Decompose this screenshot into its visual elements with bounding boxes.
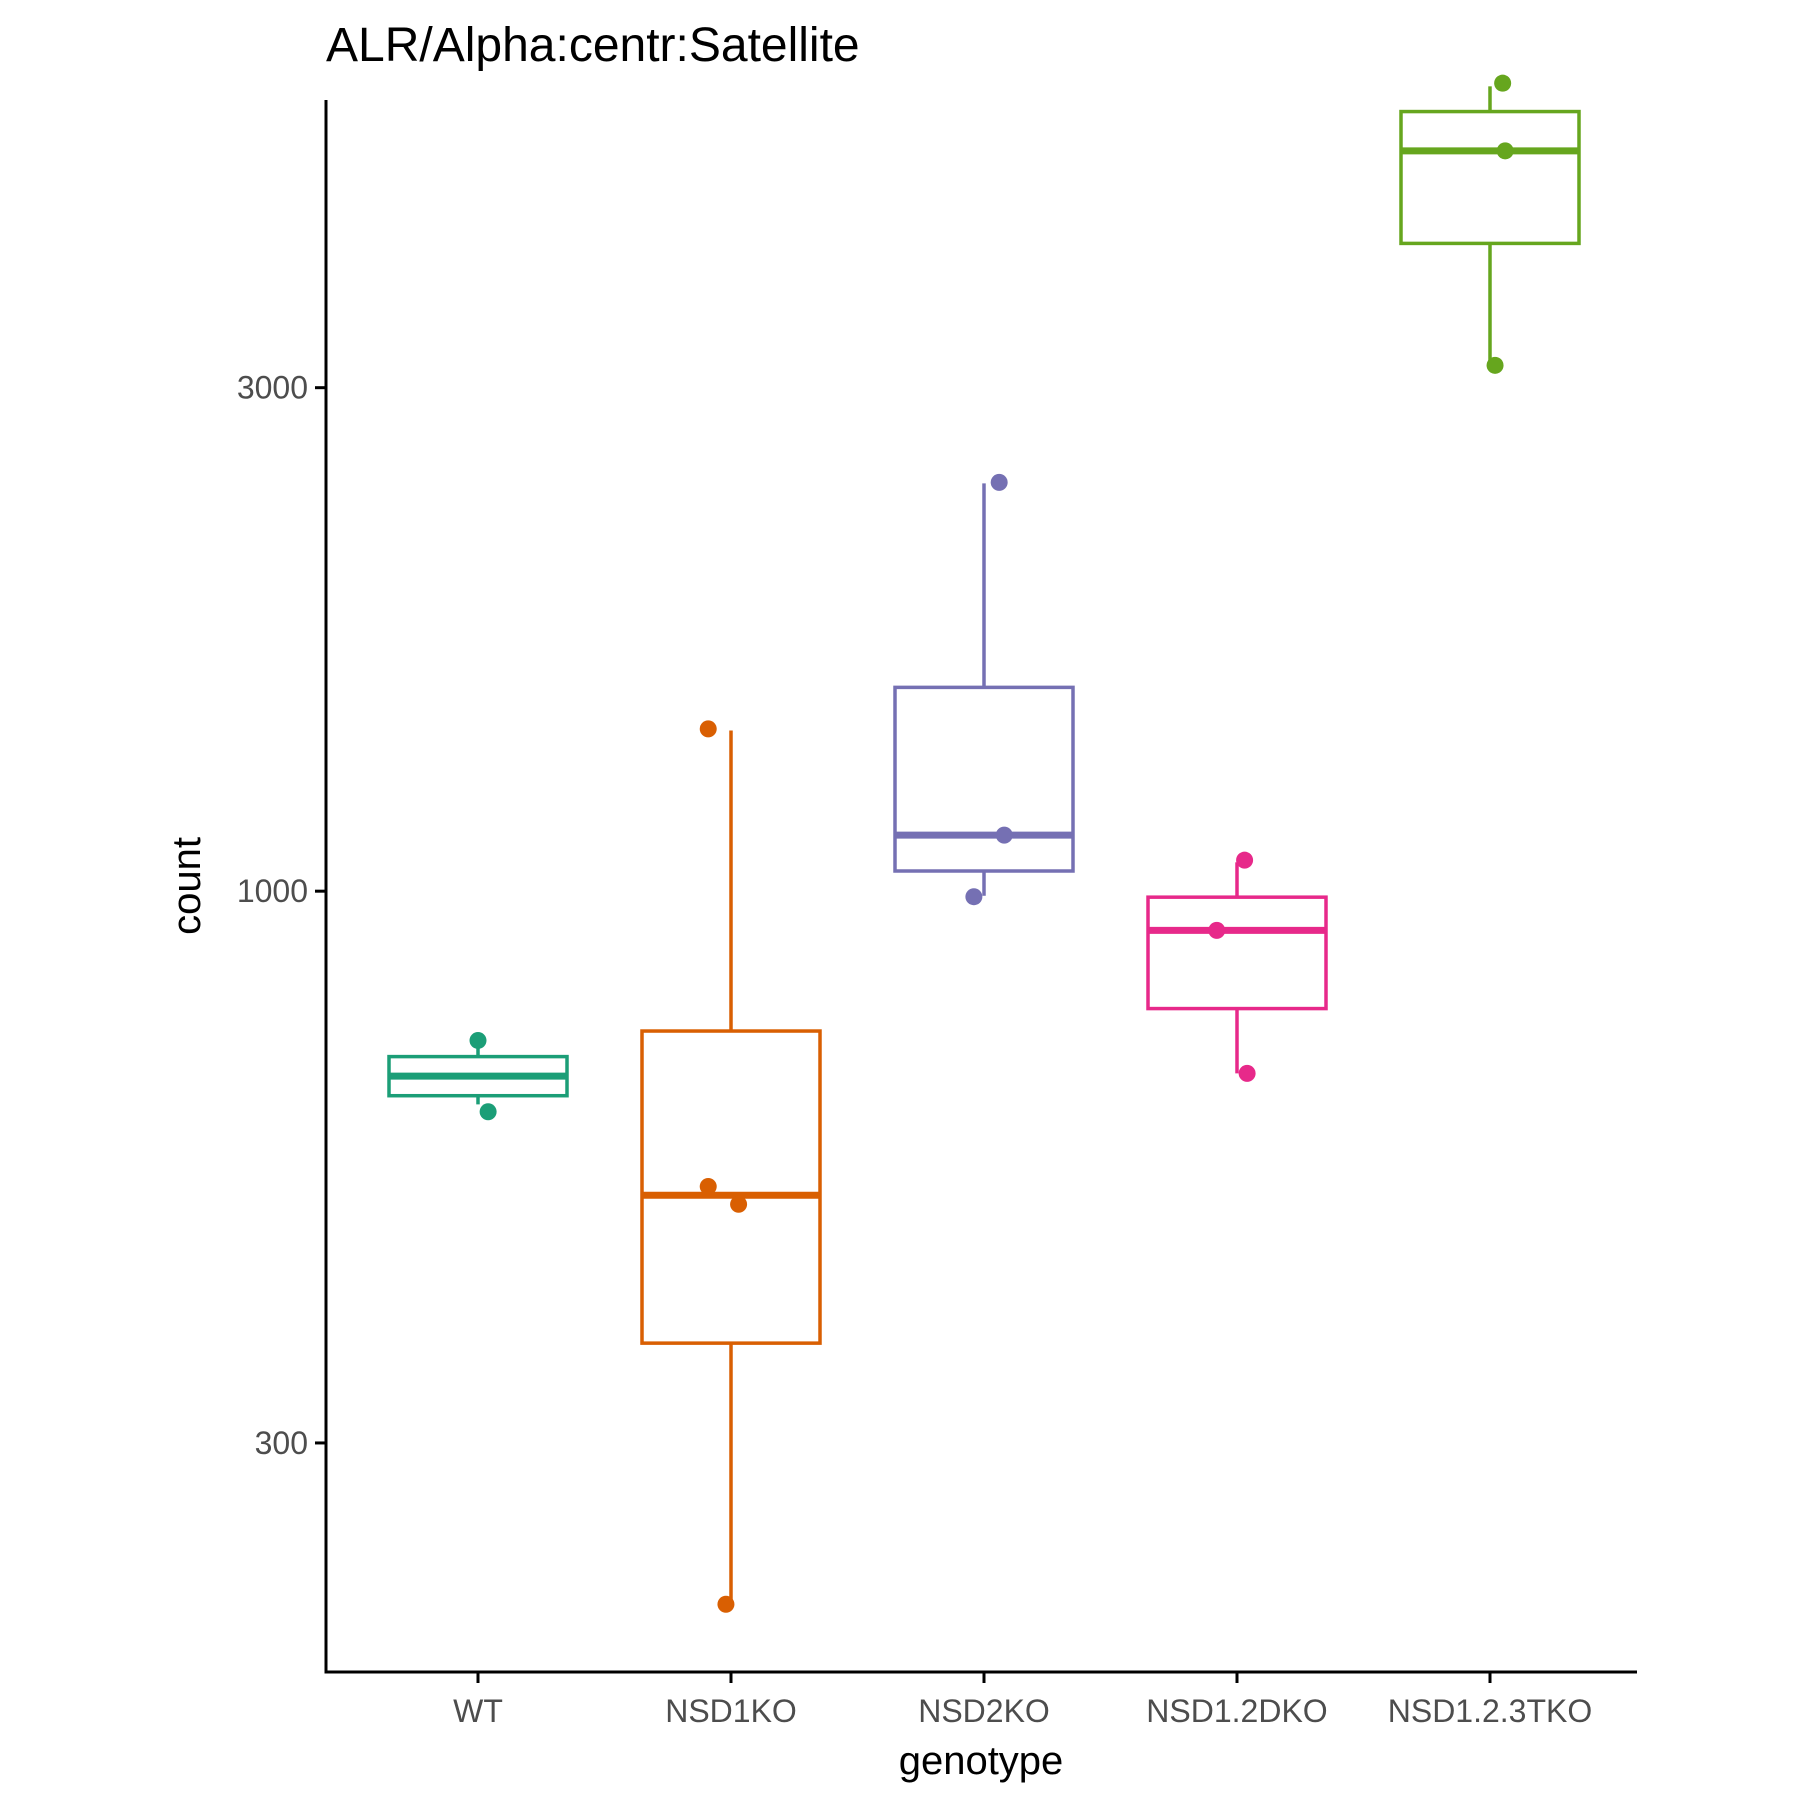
data-point — [990, 473, 1008, 491]
box-iqr — [1399, 109, 1581, 246]
x-tick-label: NSD1.2.3TKO — [1388, 1693, 1593, 1729]
chart-title: ALR/Alpha:centr:Satellite — [326, 19, 860, 72]
data-point — [1208, 921, 1226, 939]
y-axis-title: count — [165, 837, 209, 935]
y-tick-label: 1000 — [237, 873, 308, 909]
data-point — [1496, 142, 1514, 160]
x-ticks: WT NSD1KO NSD2KO NSD1.2DKO NSD1.2.3TKO — [453, 1672, 1592, 1729]
x-tick-label: NSD2KO — [918, 1693, 1050, 1729]
data-point — [699, 720, 717, 738]
data-point — [1238, 1064, 1256, 1082]
axes — [324, 100, 1637, 1674]
x-tick-label: NSD1KO — [665, 1693, 797, 1729]
box-iqr — [640, 1029, 822, 1345]
box-iqr — [893, 685, 1075, 873]
boxes — [387, 86, 1581, 1605]
x-tick-label: NSD1.2DKO — [1146, 1693, 1327, 1729]
data-point — [995, 826, 1013, 844]
data-point — [479, 1103, 497, 1121]
y-ticks: 300 1000 3000 — [237, 370, 326, 1461]
x-tick-label: WT — [453, 1693, 503, 1729]
data-point — [965, 888, 983, 906]
box-nsd2ko — [893, 483, 1075, 896]
data-point — [469, 1031, 487, 1049]
box-nsd1ko — [640, 730, 822, 1605]
data-point — [730, 1195, 748, 1213]
box-iqr — [1146, 895, 1328, 1011]
data-point — [1494, 74, 1512, 92]
data-point — [699, 1177, 717, 1195]
data-point — [717, 1595, 735, 1613]
data-point — [1486, 356, 1504, 374]
box-nsd1-2dko — [1146, 862, 1328, 1074]
y-tick-label: 300 — [255, 1425, 308, 1461]
box-wt — [387, 1048, 569, 1105]
points — [469, 74, 1514, 1613]
data-point — [1236, 851, 1254, 869]
box-nsd1-2-3tko — [1399, 86, 1581, 366]
y-tick-label: 3000 — [237, 370, 308, 406]
x-axis-title: genotype — [899, 1739, 1064, 1783]
